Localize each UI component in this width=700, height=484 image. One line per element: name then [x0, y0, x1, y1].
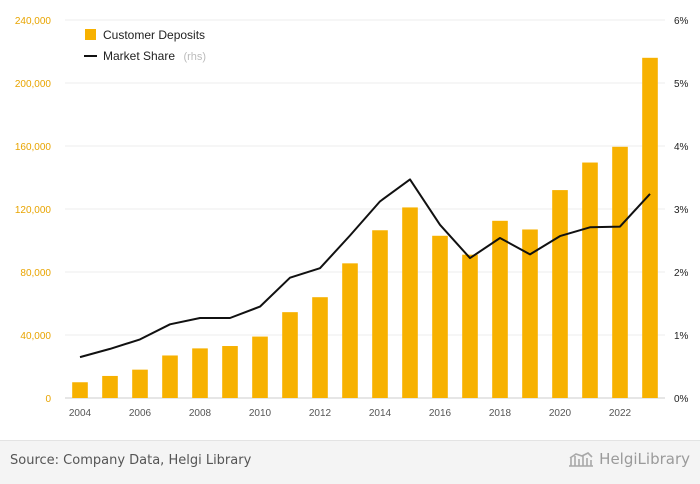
- x-tick-label: 2004: [69, 408, 92, 419]
- deposit-bar: [462, 254, 478, 398]
- deposit-bar: [102, 375, 118, 398]
- legend: Customer Deposits Market Share (rhs): [84, 28, 206, 64]
- brand-name: Helgi: [599, 450, 638, 468]
- y-left-tick-label: 200,000: [15, 79, 52, 90]
- y-right-tick-label: 2%: [674, 268, 689, 279]
- x-tick-label: 2022: [609, 408, 632, 419]
- deposit-bar: [282, 312, 298, 398]
- deposits-market-share-chart: 0 40,000 80,000 120,000 160,000 200,000 240,00…: [15, 16, 689, 419]
- market-share-series-line: [79, 178, 651, 359]
- deposit-bar: [612, 146, 628, 398]
- x-tick-label: 2018: [489, 408, 512, 419]
- right-axis-ticks: 0% 1% 2% 3% 4% 5% 6%: [674, 16, 689, 405]
- footer: Source: Company Data, Helgi Library Helg…: [0, 440, 700, 484]
- deposit-bar: [132, 369, 148, 398]
- deposit-bar: [192, 348, 208, 398]
- y-left-tick-label: 160,000: [15, 142, 52, 153]
- x-tick-label: 2006: [129, 408, 152, 419]
- legend-market-share-suffix: (rhs): [183, 51, 206, 63]
- deposit-bar: [492, 220, 508, 398]
- deposit-bar: [252, 336, 268, 398]
- y-right-tick-label: 1%: [674, 331, 689, 342]
- y-left-tick-label: 240,000: [15, 16, 52, 27]
- left-axis-ticks: 0 40,000 80,000 120,000 160,000 200,000 240,00…: [15, 16, 52, 405]
- legend-label-market-share: Market Share (rhs): [103, 47, 206, 64]
- x-axis-ticks: 2004 2006 2008 2010 2012 2014 2016 2018 2020 2022: [69, 408, 632, 419]
- deposit-bar: [372, 230, 388, 398]
- deposit-bar: [642, 57, 658, 399]
- x-tick-label: 2020: [549, 408, 572, 419]
- y-left-tick-label: 0: [45, 394, 51, 405]
- legend-swatch-deposits: [85, 29, 96, 40]
- market-share-line: [79, 178, 651, 359]
- deposit-bar: [312, 297, 328, 398]
- legend-label-deposits: Customer Deposits: [103, 28, 205, 42]
- x-tick-label: 2012: [309, 408, 332, 419]
- y-left-tick-label: 80,000: [20, 268, 51, 279]
- deposit-bar: [342, 263, 358, 398]
- deposit-bar: [72, 382, 88, 398]
- deposit-bar: [432, 235, 448, 398]
- x-tick-label: 2016: [429, 408, 452, 419]
- y-left-tick-label: 40,000: [20, 331, 51, 342]
- deposit-bar: [522, 229, 538, 398]
- y-right-tick-label: 5%: [674, 79, 689, 90]
- deposit-bar: [582, 162, 598, 398]
- y-right-tick-label: 4%: [674, 142, 689, 153]
- x-tick-label: 2010: [249, 408, 272, 419]
- deposit-bar: [222, 346, 238, 398]
- y-left-tick-label: 120,000: [15, 205, 52, 216]
- library-building-icon: [569, 452, 594, 467]
- y-right-tick-label: 6%: [674, 16, 689, 27]
- legend-market-share-name: Market Share: [103, 49, 175, 63]
- deposit-bars: [72, 57, 658, 399]
- x-tick-label: 2008: [189, 408, 212, 419]
- deposit-bar: [402, 207, 418, 398]
- brand-word: Library: [637, 450, 690, 468]
- source-text: Source: Company Data, Helgi Library: [10, 453, 252, 468]
- brand-logo[interactable]: Helgi Library: [568, 450, 690, 468]
- y-right-tick-label: 0%: [674, 394, 689, 405]
- y-right-tick-label: 3%: [674, 205, 689, 216]
- x-tick-label: 2014: [369, 408, 392, 419]
- deposit-bar: [162, 355, 178, 398]
- grid-lines: [65, 19, 665, 399]
- deposit-bar: [552, 190, 568, 398]
